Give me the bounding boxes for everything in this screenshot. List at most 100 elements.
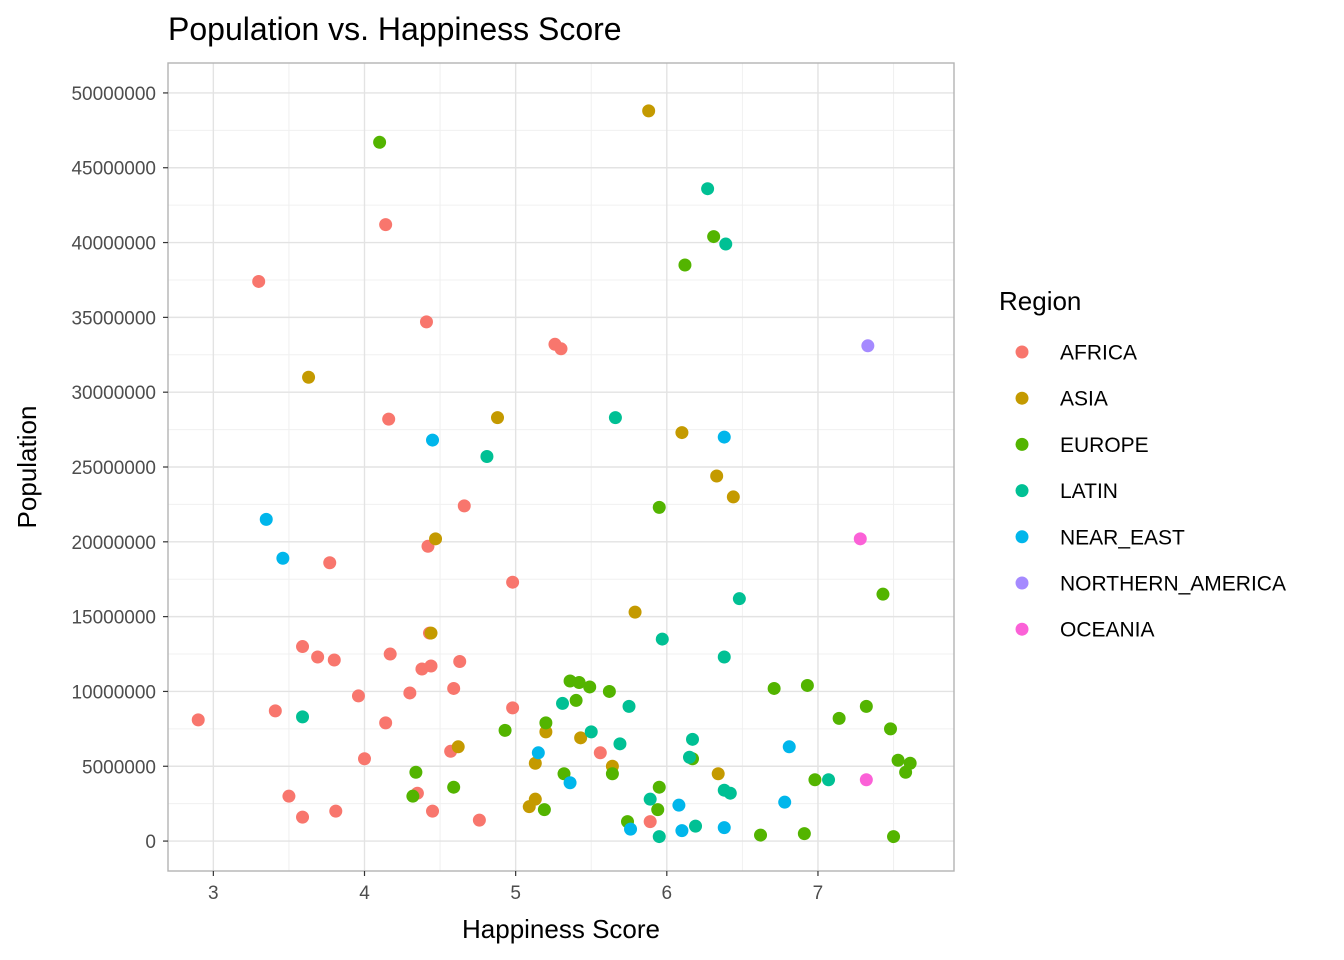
point-latin xyxy=(701,182,715,196)
legend-key-asia xyxy=(1015,391,1029,405)
point-africa xyxy=(351,689,365,703)
point-africa xyxy=(383,647,397,661)
point-near-east xyxy=(276,551,290,565)
y-tick-label: 40000000 xyxy=(71,234,156,255)
point-africa xyxy=(643,815,657,829)
legend-label-near-east: NEAR_EAST xyxy=(1060,526,1185,549)
point-europe xyxy=(884,722,898,736)
point-europe xyxy=(539,716,553,730)
point-europe xyxy=(602,684,616,698)
point-europe xyxy=(767,681,781,695)
point-near-east xyxy=(624,822,638,836)
point-europe xyxy=(447,780,461,794)
point-near-east xyxy=(717,821,731,835)
point-oceania xyxy=(859,773,873,787)
legend-label-northern-america: NORTHERN_AMERICA xyxy=(1060,573,1286,596)
point-africa xyxy=(327,653,341,667)
point-asia xyxy=(710,469,724,483)
point-latin xyxy=(822,773,836,787)
point-latin xyxy=(296,710,310,724)
point-latin xyxy=(480,450,494,464)
legend-title: Region xyxy=(999,286,1081,316)
point-europe xyxy=(572,675,586,689)
point-near-east xyxy=(259,512,273,526)
point-asia xyxy=(491,411,505,425)
point-africa xyxy=(506,575,520,589)
data-points xyxy=(191,104,917,844)
legend-items: AFRICA ASIA EUROPE LATIN NEAR_EAST NORTHERN_A… xyxy=(1015,342,1286,642)
point-europe xyxy=(903,756,917,770)
point-africa xyxy=(379,716,393,730)
point-asia xyxy=(424,626,438,640)
point-africa xyxy=(424,659,438,673)
x-tick-label: 4 xyxy=(359,883,370,904)
legend-label-europe: EUROPE xyxy=(1060,434,1149,457)
point-near-east xyxy=(531,746,545,760)
point-europe xyxy=(406,789,420,803)
legend-key-near-east xyxy=(1015,530,1029,544)
y-tick-label: 25000000 xyxy=(71,458,156,479)
point-oceania xyxy=(853,532,867,546)
x-axis-title: Happiness Score xyxy=(462,914,660,944)
point-asia xyxy=(528,792,542,806)
point-africa xyxy=(252,274,266,288)
point-europe xyxy=(832,711,846,725)
point-europe xyxy=(651,803,665,817)
y-tick-label: 30000000 xyxy=(71,383,156,404)
point-europe xyxy=(537,803,551,817)
point-near-east xyxy=(778,795,792,809)
point-africa xyxy=(323,556,337,570)
point-latin xyxy=(655,632,669,646)
point-europe xyxy=(498,723,512,737)
point-africa xyxy=(426,804,440,818)
point-near-east xyxy=(675,824,689,838)
point-latin xyxy=(689,819,703,833)
point-europe xyxy=(409,765,423,779)
point-near-east xyxy=(672,798,686,812)
point-asia xyxy=(528,756,542,770)
legend-label-latin: LATIN xyxy=(1060,480,1118,503)
x-tick-label: 7 xyxy=(813,883,824,904)
point-asia xyxy=(642,104,656,118)
point-europe xyxy=(876,587,890,601)
point-europe xyxy=(678,258,692,272)
point-asia xyxy=(451,740,465,754)
point-europe xyxy=(800,678,814,692)
point-latin xyxy=(686,732,700,746)
point-latin xyxy=(556,696,570,710)
point-europe xyxy=(652,500,666,514)
point-africa xyxy=(419,315,433,329)
chart-title: Population vs. Happiness Score xyxy=(168,11,622,47)
point-near-east xyxy=(426,433,440,447)
point-europe xyxy=(652,780,666,794)
point-europe xyxy=(373,135,387,149)
point-northern-america xyxy=(861,339,875,353)
point-africa xyxy=(282,789,296,803)
point-africa xyxy=(457,499,471,513)
point-africa xyxy=(382,412,396,426)
y-tick-label: 0 xyxy=(145,832,156,853)
y-tick-label: 10000000 xyxy=(71,682,156,703)
point-africa xyxy=(329,804,343,818)
point-asia xyxy=(675,426,689,440)
point-latin xyxy=(622,699,636,713)
point-africa xyxy=(554,342,568,356)
point-latin xyxy=(682,750,696,764)
point-africa xyxy=(379,218,393,232)
legend-key-latin xyxy=(1015,484,1029,498)
point-africa xyxy=(268,704,282,718)
point-latin xyxy=(613,737,627,751)
point-latin xyxy=(719,237,733,251)
point-africa xyxy=(506,701,520,715)
point-europe xyxy=(887,830,901,844)
legend-key-africa xyxy=(1015,345,1029,359)
point-latin xyxy=(652,830,666,844)
point-asia xyxy=(574,731,588,745)
point-europe xyxy=(569,693,583,707)
legend-key-oceania xyxy=(1015,622,1029,636)
point-africa xyxy=(403,686,417,700)
point-asia xyxy=(539,725,553,739)
point-europe xyxy=(583,680,597,694)
y-tick-label: 50000000 xyxy=(71,84,156,105)
y-tick-label: 5000000 xyxy=(82,757,156,778)
